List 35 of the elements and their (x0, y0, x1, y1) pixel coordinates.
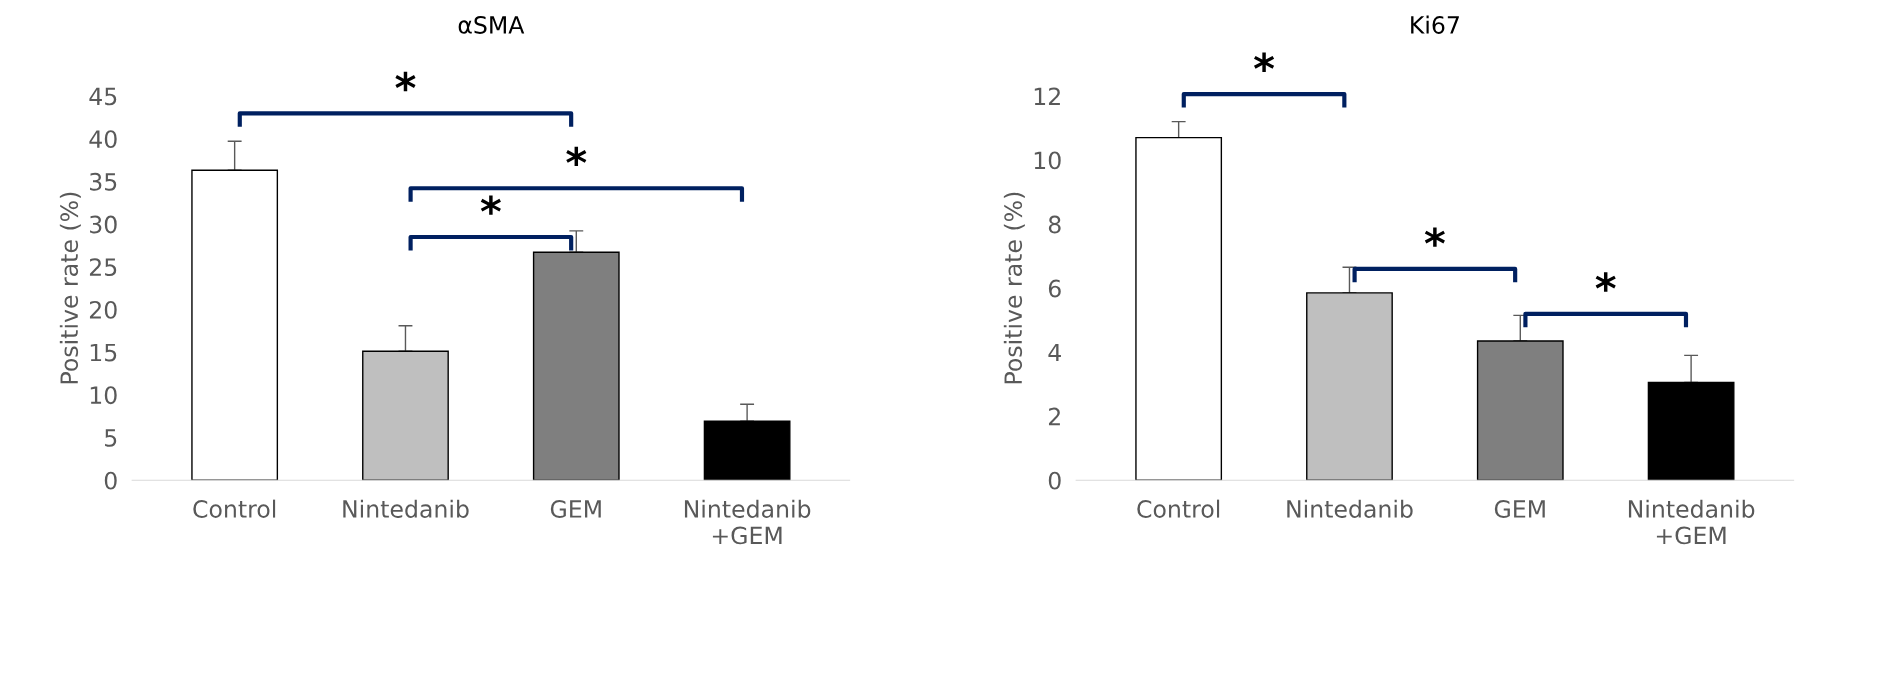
chart-title: Ki67 (1411, 15, 1459, 34)
x-tick-label: Nintedanib (1287, 499, 1413, 518)
y-tick-label: 0 (1048, 471, 1061, 490)
y-tick-label: 15 (90, 343, 117, 362)
y-tick-label: 25 (89, 258, 117, 277)
x-tick-label: Control (1137, 499, 1220, 518)
y-tick-label: 8 (1048, 215, 1061, 234)
annotation: * (1595, 272, 1616, 292)
annotation: * (1424, 227, 1445, 247)
chart-title: αSMA (458, 16, 525, 34)
y-tick-label: 45 (89, 87, 117, 106)
x-tick-label: Nintedanib +GEM (684, 499, 811, 545)
y-tick-label: 5 (105, 429, 117, 447)
x-tick-label: Nintedanib (343, 499, 469, 518)
annotation: * (480, 195, 501, 215)
x-tick-label: GEM (550, 500, 601, 518)
annotation: * (566, 146, 587, 167)
text: * (395, 71, 416, 92)
x-tick-label: GEM (1494, 500, 1545, 518)
y-tick-label: 12 (1034, 87, 1060, 106)
x-tick-label: Control (193, 499, 276, 518)
y-tick-label: 40 (89, 130, 117, 149)
y-axis-title: Positive rate (%) (1003, 192, 1025, 384)
y-tick-label: 6 (1048, 279, 1061, 298)
y-axis-title: Positive rate (%) (59, 192, 81, 384)
y-tick-label: 20 (89, 300, 117, 319)
y-tick-label: 35 (90, 172, 117, 191)
y-tick-label: 2 (1048, 407, 1060, 426)
x-tick-label: Nintedanib +GEM (1628, 499, 1755, 545)
y-tick-label: 0 (104, 471, 117, 490)
y-tick-label: 10 (1034, 151, 1061, 170)
y-tick-label: 10 (90, 386, 117, 405)
y-tick-label: 4 (1048, 343, 1061, 362)
text: * (1254, 52, 1275, 72)
y-tick-label: 30 (90, 215, 117, 234)
